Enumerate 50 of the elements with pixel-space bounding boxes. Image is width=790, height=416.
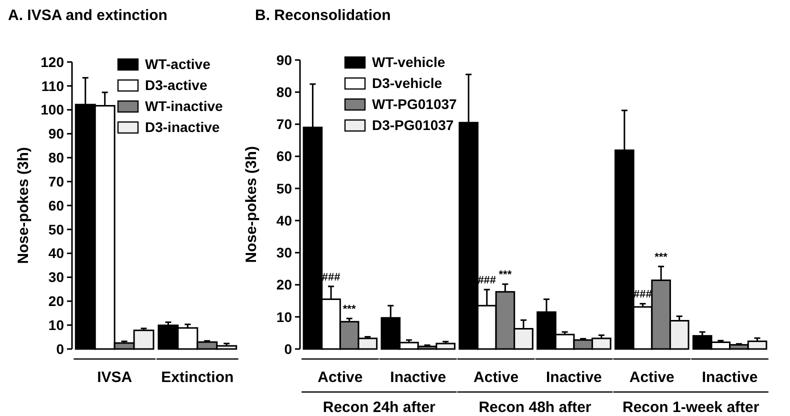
x-tick-label: Extinction <box>161 369 234 386</box>
legend-label: WT-PG01037 <box>372 96 458 112</box>
y-tick-label: 50 <box>276 180 292 196</box>
y-tick-label: 90 <box>48 126 64 142</box>
y-tick-label: 80 <box>48 150 64 166</box>
x-tick-label: Active <box>629 369 674 386</box>
legend-label: WT-active <box>145 56 211 72</box>
y-tick-label: 10 <box>48 316 64 333</box>
x-tick-label: Active <box>318 369 363 386</box>
x-tick-label: Inactive <box>702 369 758 386</box>
y-tick-label: 30 <box>48 269 64 286</box>
y-tick-label: 90 <box>276 52 292 68</box>
chart-title: A. IVSA and extinction <box>8 7 168 24</box>
legend-label: WT-vehicle <box>372 54 446 70</box>
y-tick-label: 40 <box>276 212 292 228</box>
data-label: *** <box>342 303 356 316</box>
y-tick-label: 70 <box>48 173 64 190</box>
x-tick-label: Inactive <box>390 369 446 386</box>
legend-label: D3-vehicle <box>372 75 442 91</box>
y-tick-label: 80 <box>276 84 292 100</box>
y-tick-label: 70 <box>276 116 292 132</box>
y-tick-label: 40 <box>48 245 64 262</box>
legend-label: WT-inactive <box>145 98 224 114</box>
y-axis-title: Nose-pokes (3h) <box>243 146 260 263</box>
legend-label: D3-inactive <box>145 119 220 135</box>
y-tick-label: 100 <box>40 102 64 118</box>
chart-title: B. Reconsolidation <box>255 7 391 24</box>
legend-label: D3-PG01037 <box>372 117 454 133</box>
text: Recon 48h after <box>478 399 592 416</box>
y-tick-label: 60 <box>48 197 64 214</box>
y-tick-label: 0 <box>56 340 64 357</box>
y-tick-label: 0 <box>284 340 292 357</box>
y-tick-label: 20 <box>48 293 64 310</box>
y-tick-label: 30 <box>276 244 292 261</box>
y-tick-label: 110 <box>41 78 64 94</box>
legend-label: D3-active <box>145 77 208 93</box>
x-tick-label: IVSA <box>97 369 132 386</box>
x-tick-label: Inactive <box>546 369 602 386</box>
data-label: *** <box>654 251 668 264</box>
data-label: *** <box>498 269 512 282</box>
y-tick-label: 50 <box>48 221 64 238</box>
y-tick-label: 10 <box>276 308 292 325</box>
y-tick-label: 120 <box>40 54 64 70</box>
y-tick-label: 20 <box>276 276 292 293</box>
text: Recon 24h after <box>322 399 436 416</box>
y-axis-title: Nose-pokes (3h) <box>15 147 32 264</box>
text: Recon 1-week after <box>622 399 760 416</box>
data-label: ### <box>322 271 340 284</box>
y-tick-label: 60 <box>276 148 292 164</box>
x-tick-label: Active <box>474 369 519 386</box>
